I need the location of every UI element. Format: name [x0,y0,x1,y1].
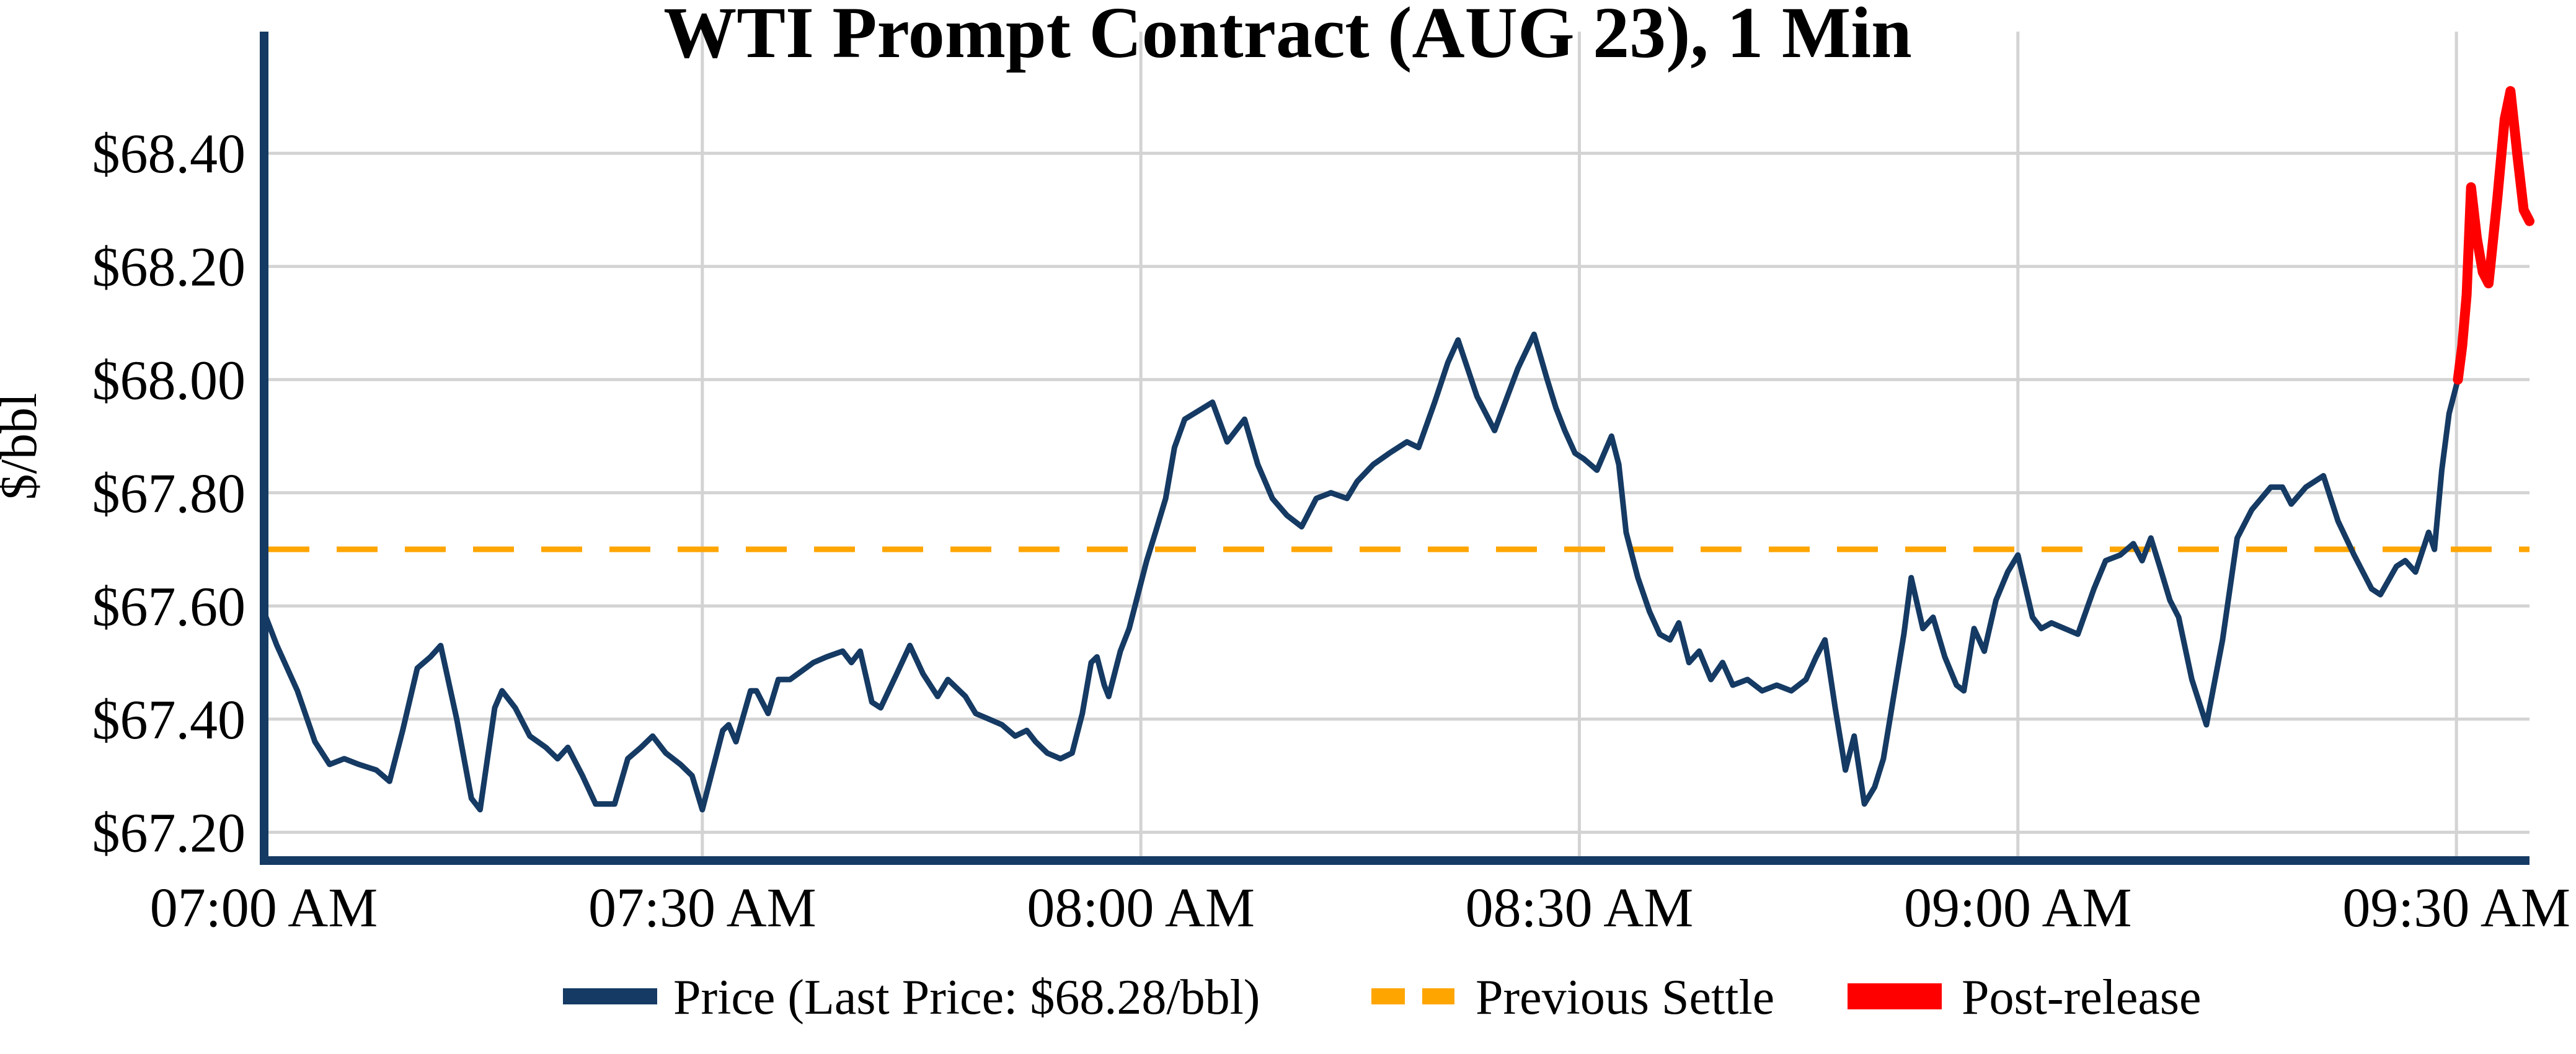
x-tick-labels: 07:00 AM 07:30 AM 08:00 AM 08:30 AM 09:00 AM… [150,877,2570,939]
price-line [261,331,2461,813]
x-tick-label: 07:00 AM [150,877,378,939]
x-tick-label: 09:30 AM [2342,877,2570,939]
y-tick-label: $67.60 [92,576,246,637]
x-axis-spine [260,856,2530,865]
y-axis-label: $/bbl [0,393,48,500]
y-tick-label: $67.40 [92,689,246,751]
legend-previous-settle-label: Previous Settle [1476,970,1774,1025]
gridlines [268,32,2530,856]
y-tick-labels: $67.20 $67.40 $67.60 $67.80 $68.00 $68.20 $68.… [92,123,246,864]
y-tick-label: $67.80 [92,463,246,525]
y-tick-label: $68.40 [92,123,246,185]
y-tick-label: $68.20 [92,237,246,298]
legend: Price (Last Price: $68.28/bbl) Previous … [563,970,2202,1025]
legend-post-release-label: Post-release [1962,970,2202,1025]
x-tick-label: 09:00 AM [1904,877,2132,939]
y-tick-label: $67.20 [92,802,246,864]
legend-price-label: Price (Last Price: $68.28/bbl) [673,970,1260,1025]
x-tick-label: 07:30 AM [588,877,817,939]
post-release-line [2453,86,2534,385]
x-tick-label: 08:30 AM [1466,877,1694,939]
chart-title: WTI Prompt Contract (AUG 23), 1 Min [663,0,1911,73]
x-tick-label: 08:00 AM [1027,877,1255,939]
y-axis-spine [260,32,268,864]
y-tick-label: $68.00 [92,350,246,411]
